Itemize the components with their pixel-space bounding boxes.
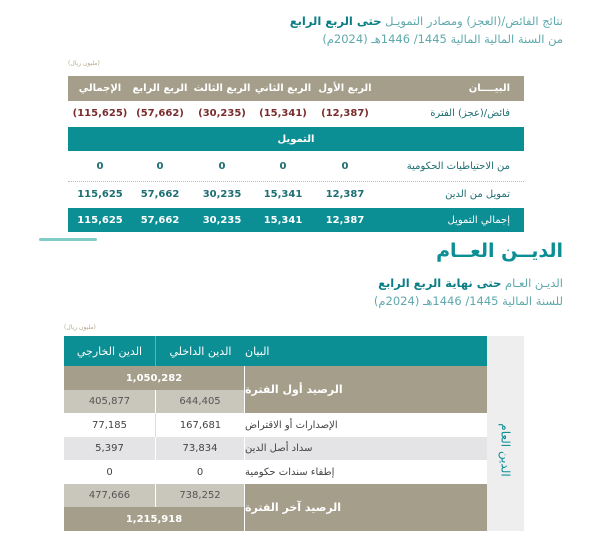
closing-total: 1,215,918 [64, 507, 245, 531]
row-label: إطفاء سندات حكومية [245, 460, 487, 484]
section1-subtitle: من السنة المالية المالية 1445/ 1446هـ (2… [322, 32, 563, 46]
row-label: من الاحتياطيات الحكومية [406, 160, 510, 172]
cell: 12,387 [325, 214, 365, 226]
unit-label: (مليون ريال) [68, 60, 100, 67]
cell: 115,625 [77, 189, 123, 200]
divider [39, 238, 97, 241]
table-row: فائض/(عجز) الفترة (12,387) (15,341) (30,… [68, 101, 524, 125]
opening-external: 405,877 [64, 390, 155, 413]
cell: 12,387 [325, 189, 365, 200]
cell: 0 [96, 160, 104, 172]
section2-title: الديـن العـام حتى نهاية الربع الرابع [378, 276, 563, 290]
table-row: من الاحتياطيات الحكومية 0 0 0 0 0 [68, 151, 524, 182]
cell: 0 [341, 160, 349, 172]
row-label: فائض/(عجز) الفترة [430, 107, 510, 119]
section2-heading: الديــن العــام [436, 240, 563, 262]
opening-total: 1,050,282 [64, 366, 245, 390]
cell: 77,185 [92, 419, 127, 431]
total-row: إجمالي التمويل 12,387 15,341 30,235 57,6… [68, 208, 524, 232]
cell: 115,625 [77, 214, 123, 226]
header-label: البيان [245, 336, 487, 366]
table-header: البيــــان الربع الأول الربع الثاني الرب… [68, 76, 524, 101]
cell: 57,662 [140, 214, 180, 226]
cell: 0 [106, 466, 113, 478]
cell: 15,341 [263, 189, 303, 200]
closing-external: 477,666 [64, 484, 155, 507]
cell: 57,662 [140, 189, 180, 200]
header-q3: الربع الثالث [193, 83, 251, 94]
opening-label: الرصيد أول الفترة [245, 366, 487, 413]
cell: 15,341 [263, 214, 303, 226]
cell: 0 [279, 160, 287, 172]
cell: 5,397 [64, 437, 155, 460]
header-label: البيــــان [468, 83, 510, 94]
opening-domestic: 644,405 [155, 390, 245, 413]
cell: 30,235 [202, 214, 242, 226]
header-q4: الربع الرابع [132, 83, 188, 94]
cell: 73,834 [155, 437, 245, 460]
cell: 30,235 [202, 189, 242, 200]
side-label: الدين العام [499, 423, 514, 477]
unit-label: (مليون ريال) [64, 324, 96, 331]
section2-subtitle: للسنة المالية 1445/ 1446هـ (2024م) [373, 294, 563, 308]
header-q1: الربع الأول [318, 83, 372, 94]
band-label: التمويل [277, 133, 315, 145]
cell: (12,387) [321, 107, 369, 119]
header-total: الإجمالي [78, 83, 122, 94]
cell: 0 [156, 160, 164, 172]
closing-label: الرصيد آخر الفترة [245, 484, 487, 531]
cell: (15,341) [259, 107, 307, 119]
header-domestic: الدين الداخلي [155, 336, 245, 366]
closing-domestic: 738,252 [155, 484, 245, 507]
cell: 0 [218, 160, 226, 172]
header-q2: الربع الثاني [254, 83, 312, 94]
table-row: تمويل من الدين 12,387 15,341 30,235 57,6… [68, 182, 524, 207]
row-label: سداد أصل الدين [245, 437, 487, 460]
cell: (115,625) [72, 107, 128, 119]
row-label: تمويل من الدين [445, 189, 510, 200]
cell: (30,235) [198, 107, 246, 119]
section1-title: نتائج الفائض/(العجز) ومصادر التمويـل حتى… [289, 14, 563, 28]
header-external: الدين الخارجي [64, 336, 155, 366]
row-label: الإصدارات أو الاقتراض [245, 413, 487, 437]
cell: 0 [196, 466, 204, 478]
financing-band: التمويل [68, 127, 524, 151]
row-label: إجمالي التمويل [447, 214, 511, 226]
side-panel [487, 336, 524, 531]
cell: (57,662) [136, 107, 184, 119]
cell: 167,681 [155, 413, 245, 437]
